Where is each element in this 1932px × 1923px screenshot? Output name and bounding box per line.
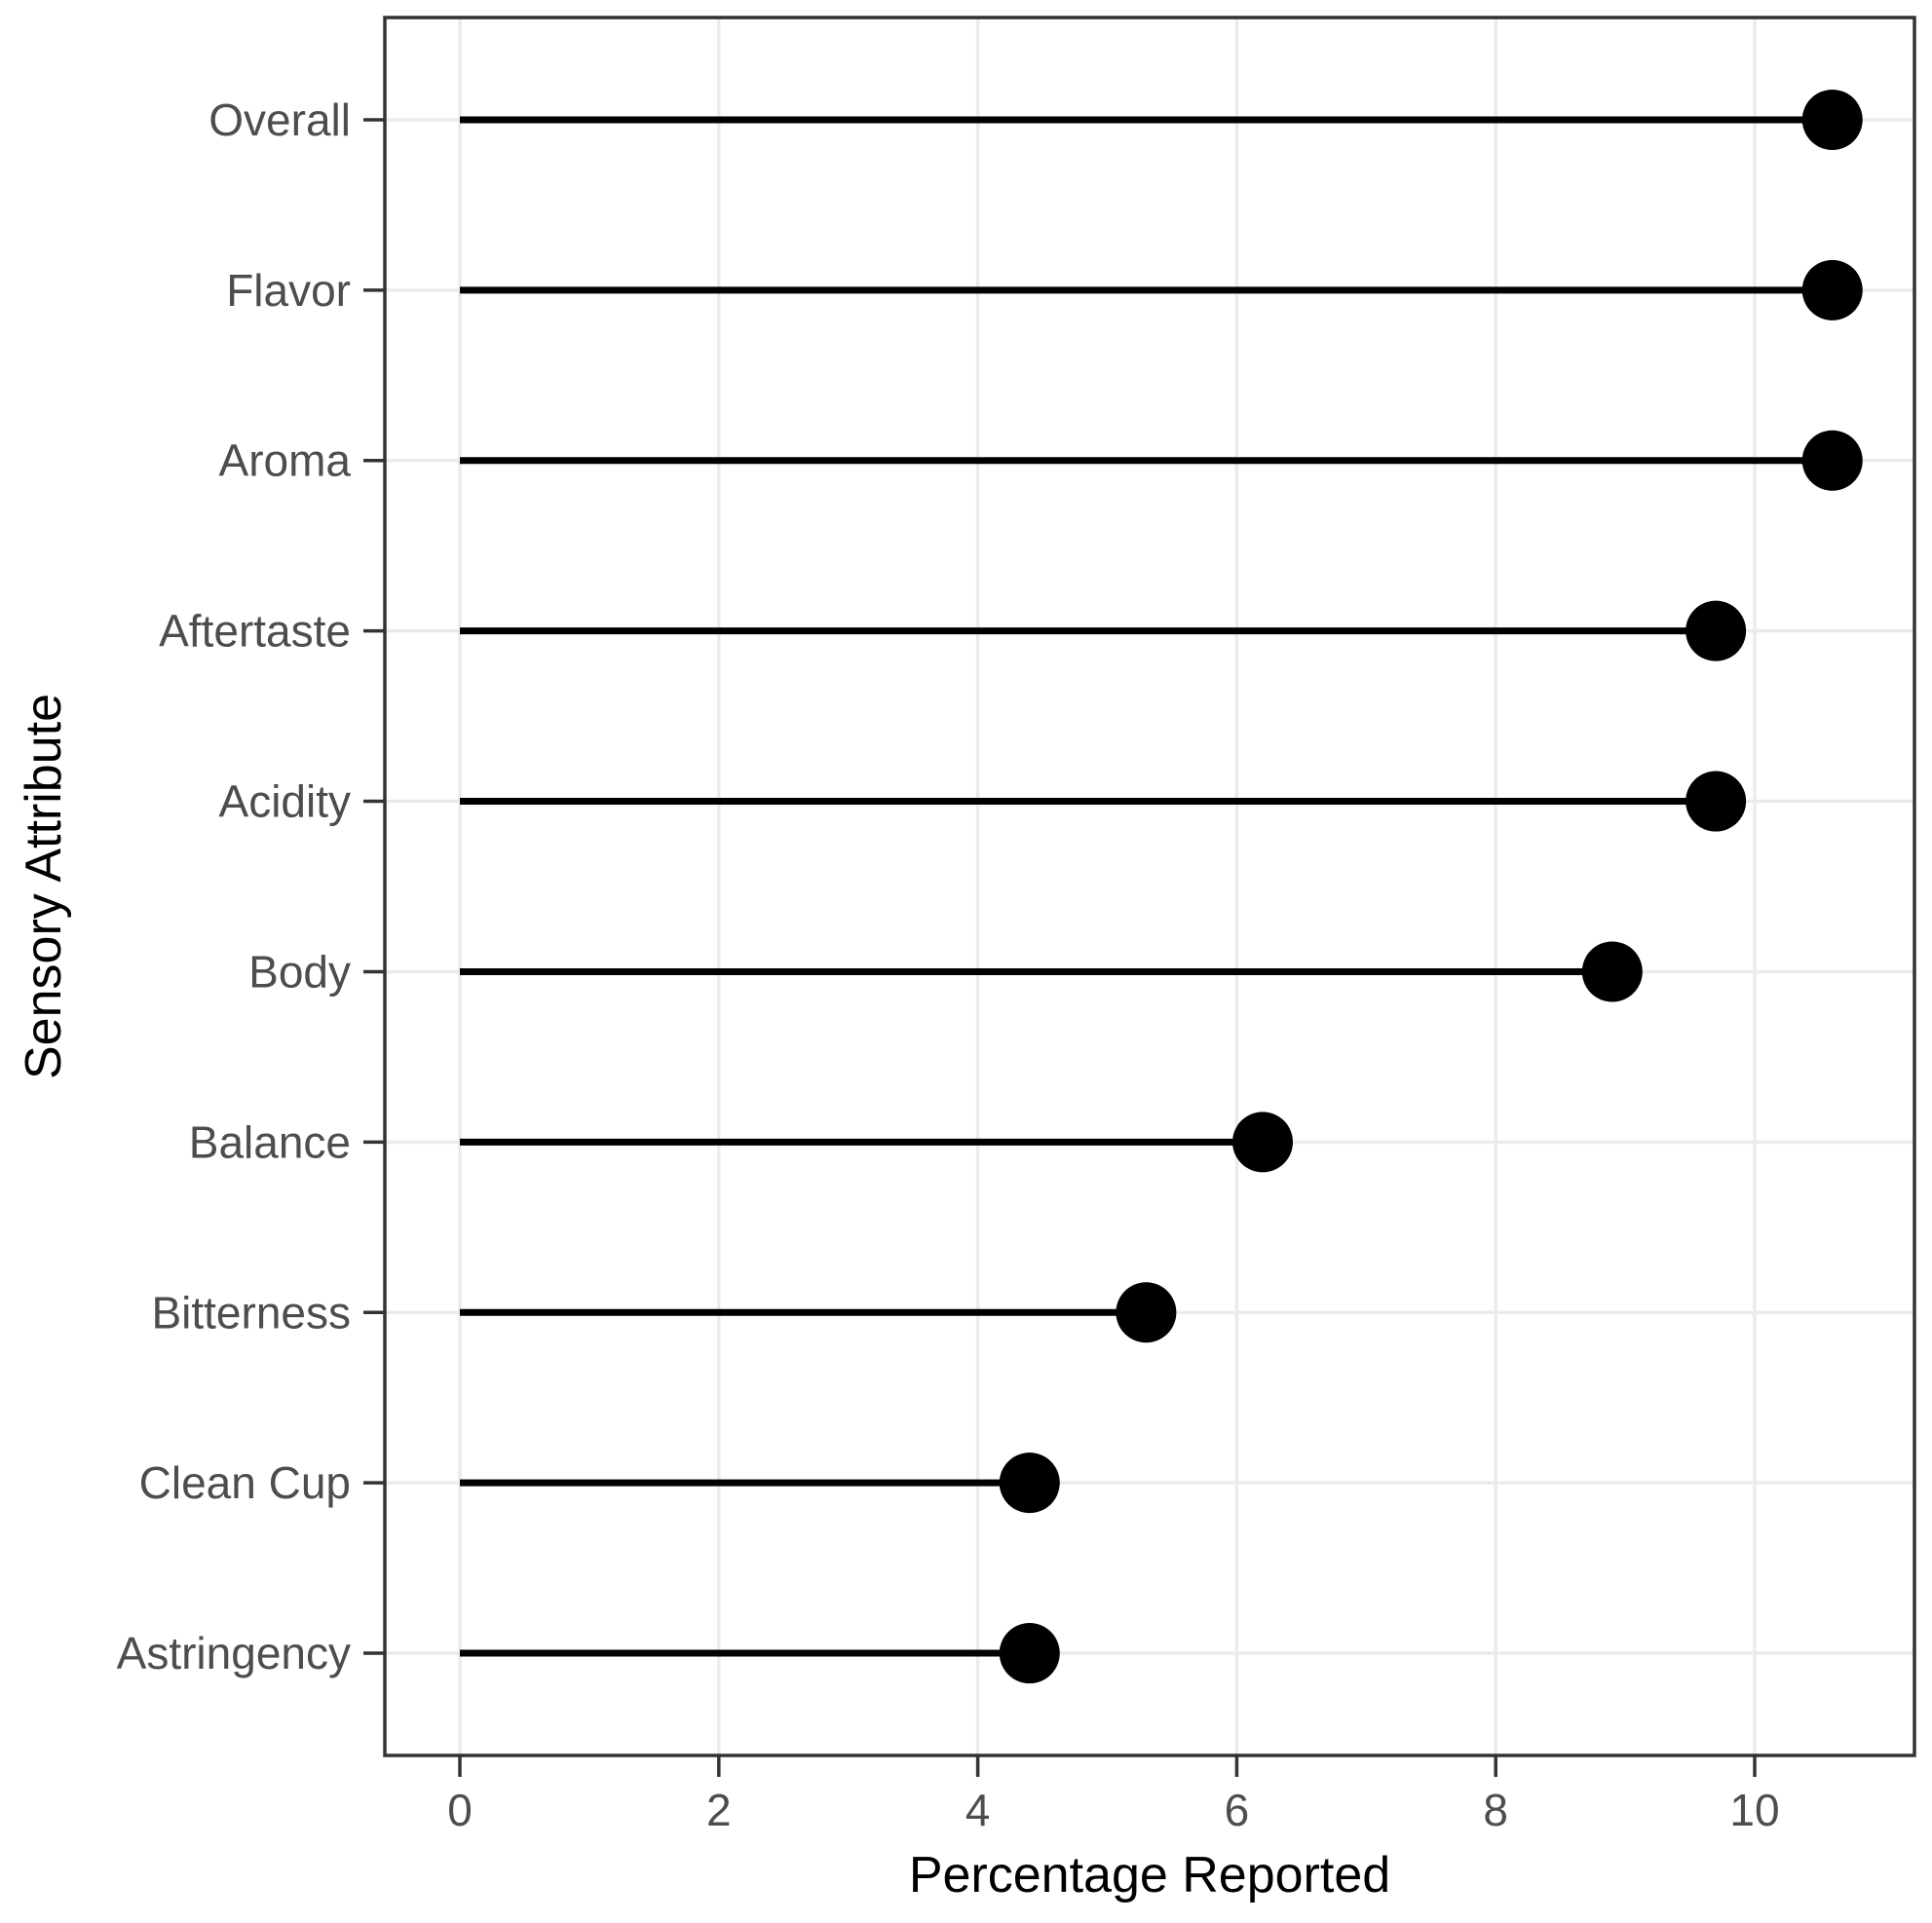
lollipop-dot — [1801, 89, 1863, 150]
lollipop-dot — [1801, 259, 1863, 320]
y-tick-label: Bitterness — [151, 1287, 351, 1338]
y-tick-label: Body — [248, 946, 351, 997]
y-axis-title: Sensory Attribute — [16, 694, 72, 1079]
lollipop-dot — [999, 1623, 1060, 1684]
y-tick-label: Clean Cup — [139, 1457, 351, 1508]
y-tick-label: Flavor — [226, 265, 351, 316]
lollipop-dot — [1116, 1282, 1177, 1343]
plot-panel-background — [385, 18, 1914, 1755]
y-tick-label: Aftertaste — [159, 606, 351, 657]
x-tick-label: 10 — [1729, 1785, 1779, 1835]
y-tick-label: Overall — [208, 94, 351, 145]
y-tick-label: Astringency — [117, 1628, 351, 1678]
lollipop-dot — [1231, 1112, 1293, 1173]
x-tick-label: 6 — [1225, 1785, 1250, 1835]
lollipop-series — [460, 89, 1863, 1684]
x-tick-label: 2 — [706, 1785, 732, 1835]
x-tick-label: 0 — [447, 1785, 473, 1835]
y-tick-label: Aroma — [219, 435, 352, 486]
plot-panel-border — [383, 16, 1916, 1757]
axis-ticks-and-labels: Overall Flavor Aroma Aftertaste Acidity Body B… — [117, 94, 1780, 1835]
y-tick-label: Acidity — [219, 776, 351, 827]
lollipop-dot — [999, 1452, 1060, 1514]
x-axis-title: Percentage Reported — [909, 1847, 1390, 1904]
y-tick-label: Balance — [189, 1116, 351, 1167]
lollipop-dot — [1686, 771, 1747, 832]
x-tick-label: 8 — [1483, 1785, 1508, 1835]
lollipop-dot — [1686, 600, 1747, 661]
lollipop-dot — [1801, 430, 1863, 491]
x-tick-label: 4 — [966, 1785, 991, 1835]
lollipop-dot — [1581, 941, 1643, 1002]
